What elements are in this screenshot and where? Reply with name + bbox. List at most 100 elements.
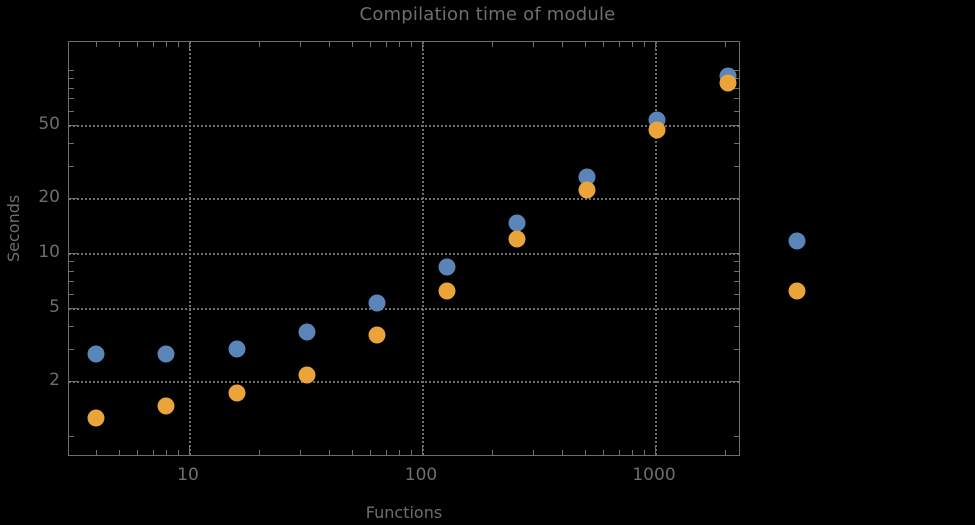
- x-axis-minor-tick: [385, 450, 387, 455]
- y-axis-minor-tick-right: [734, 261, 739, 263]
- data-point: [87, 409, 105, 427]
- y-axis-major-tick: [69, 380, 77, 382]
- y-axis-minor-tick-right: [734, 293, 739, 295]
- y-axis-minor-tick-right: [734, 70, 739, 71]
- x-tick-label: 100: [404, 465, 438, 485]
- x-axis-minor-tick: [618, 450, 620, 455]
- y-axis-minor-tick: [69, 98, 74, 100]
- x-axis-minor-tick: [351, 450, 353, 455]
- gridline-horizontal: [69, 380, 739, 383]
- y-axis-minor-tick: [69, 70, 74, 71]
- x-axis-minor-tick-top: [492, 42, 494, 47]
- x-axis-minor-tick-top: [603, 42, 605, 47]
- x-tick-label: 10: [177, 465, 199, 485]
- x-axis-minor-tick: [411, 450, 413, 455]
- x-axis-minor-tick-top: [137, 42, 139, 47]
- x-axis-minor-tick-top: [618, 42, 620, 47]
- x-axis-minor-tick-top: [584, 42, 586, 47]
- data-point: [508, 230, 526, 247]
- data-point: [228, 340, 246, 358]
- y-axis-major-tick: [69, 253, 77, 254]
- x-axis-minor-tick: [118, 450, 120, 455]
- x-axis-minor-tick: [725, 450, 727, 455]
- y-axis-minor-tick-right: [734, 348, 739, 350]
- x-axis-minor-tick-top: [329, 42, 331, 47]
- y-axis-minor-tick: [69, 142, 74, 144]
- x-axis-minor-tick-top: [533, 42, 535, 47]
- y-axis-minor-tick-right: [734, 110, 739, 112]
- data-point: [368, 326, 386, 344]
- data-point: [228, 384, 246, 402]
- plot-frame: [68, 41, 740, 456]
- x-axis-major-tick: [189, 447, 190, 455]
- y-axis-minor-tick-right: [734, 98, 739, 100]
- x-axis-minor-tick-top: [166, 42, 168, 47]
- y-axis-major-tick-right: [731, 308, 739, 310]
- y-tick-label: 50: [38, 114, 60, 135]
- x-axis-minor-tick: [603, 450, 605, 455]
- x-axis-minor-tick-top: [118, 42, 120, 47]
- y-axis-minor-tick: [69, 110, 74, 112]
- gridline-horizontal: [69, 125, 739, 128]
- y-axis-minor-tick-right: [734, 436, 739, 437]
- x-axis-minor-tick: [178, 450, 180, 455]
- data-point: [157, 345, 175, 363]
- gridline-horizontal: [69, 197, 739, 200]
- x-axis-minor-tick-top: [259, 42, 261, 47]
- data-point: [719, 74, 737, 92]
- data-point: [438, 282, 456, 300]
- x-axis-minor-tick-top: [562, 42, 564, 47]
- data-point: [578, 168, 596, 186]
- x-axis-minor-tick-top: [644, 42, 646, 47]
- y-axis-major-tick-right: [731, 253, 739, 254]
- gridline-horizontal: [69, 253, 739, 255]
- x-axis-major-tick: [655, 447, 656, 455]
- y-axis-minor-tick: [69, 293, 74, 295]
- x-axis-minor-tick-top: [96, 42, 98, 47]
- y-axis-minor-tick-right: [734, 142, 739, 144]
- x-axis-minor-tick: [644, 450, 646, 455]
- y-axis-minor-tick-right: [734, 325, 739, 327]
- y-axis-major-tick-right: [731, 380, 739, 382]
- x-axis-minor-tick: [166, 450, 168, 455]
- y-axis-minor-tick: [69, 165, 74, 167]
- x-axis-minor-tick: [300, 450, 302, 455]
- data-point: [298, 366, 316, 384]
- data-point: [87, 345, 105, 363]
- data-point: [648, 121, 666, 139]
- x-axis-minor-tick: [632, 450, 634, 455]
- y-axis-major-tick-right: [731, 125, 739, 127]
- data-point: [788, 282, 806, 300]
- x-axis-minor-tick-top: [411, 42, 413, 47]
- x-axis-minor-tick: [562, 450, 564, 455]
- y-axis-minor-tick: [69, 261, 74, 263]
- y-axis-major-tick: [69, 308, 77, 310]
- gridline-vertical: [189, 42, 191, 455]
- x-axis-minor-tick-top: [370, 42, 372, 47]
- x-axis-minor-tick: [152, 450, 154, 455]
- y-axis-minor-tick: [69, 78, 74, 80]
- gridline-horizontal: [69, 308, 739, 311]
- x-axis-major-tick-top: [655, 42, 656, 50]
- y-axis-minor-tick: [69, 87, 74, 89]
- x-axis-minor-tick-top: [399, 42, 401, 47]
- y-axis-major-tick: [69, 125, 77, 127]
- x-axis-minor-tick-top: [152, 42, 154, 47]
- y-axis-minor-tick-right: [734, 270, 739, 272]
- data-point: [157, 397, 175, 415]
- x-axis-minor-tick-top: [725, 42, 727, 47]
- y-tick-label: 5: [49, 297, 60, 318]
- x-axis-minor-tick: [259, 450, 261, 455]
- y-axis-major-tick-right: [731, 197, 739, 199]
- x-axis-major-tick: [422, 447, 423, 455]
- x-axis-minor-tick: [492, 450, 494, 455]
- y-axis-minor-tick-right: [734, 281, 739, 283]
- x-axis-minor-tick: [137, 450, 139, 455]
- y-tick-label: 2: [49, 369, 60, 390]
- data-point: [298, 323, 316, 341]
- x-axis-minor-tick: [584, 450, 586, 455]
- x-axis-major-tick-top: [422, 42, 423, 50]
- x-axis-minor-tick: [96, 450, 98, 455]
- x-axis-minor-tick-top: [351, 42, 353, 47]
